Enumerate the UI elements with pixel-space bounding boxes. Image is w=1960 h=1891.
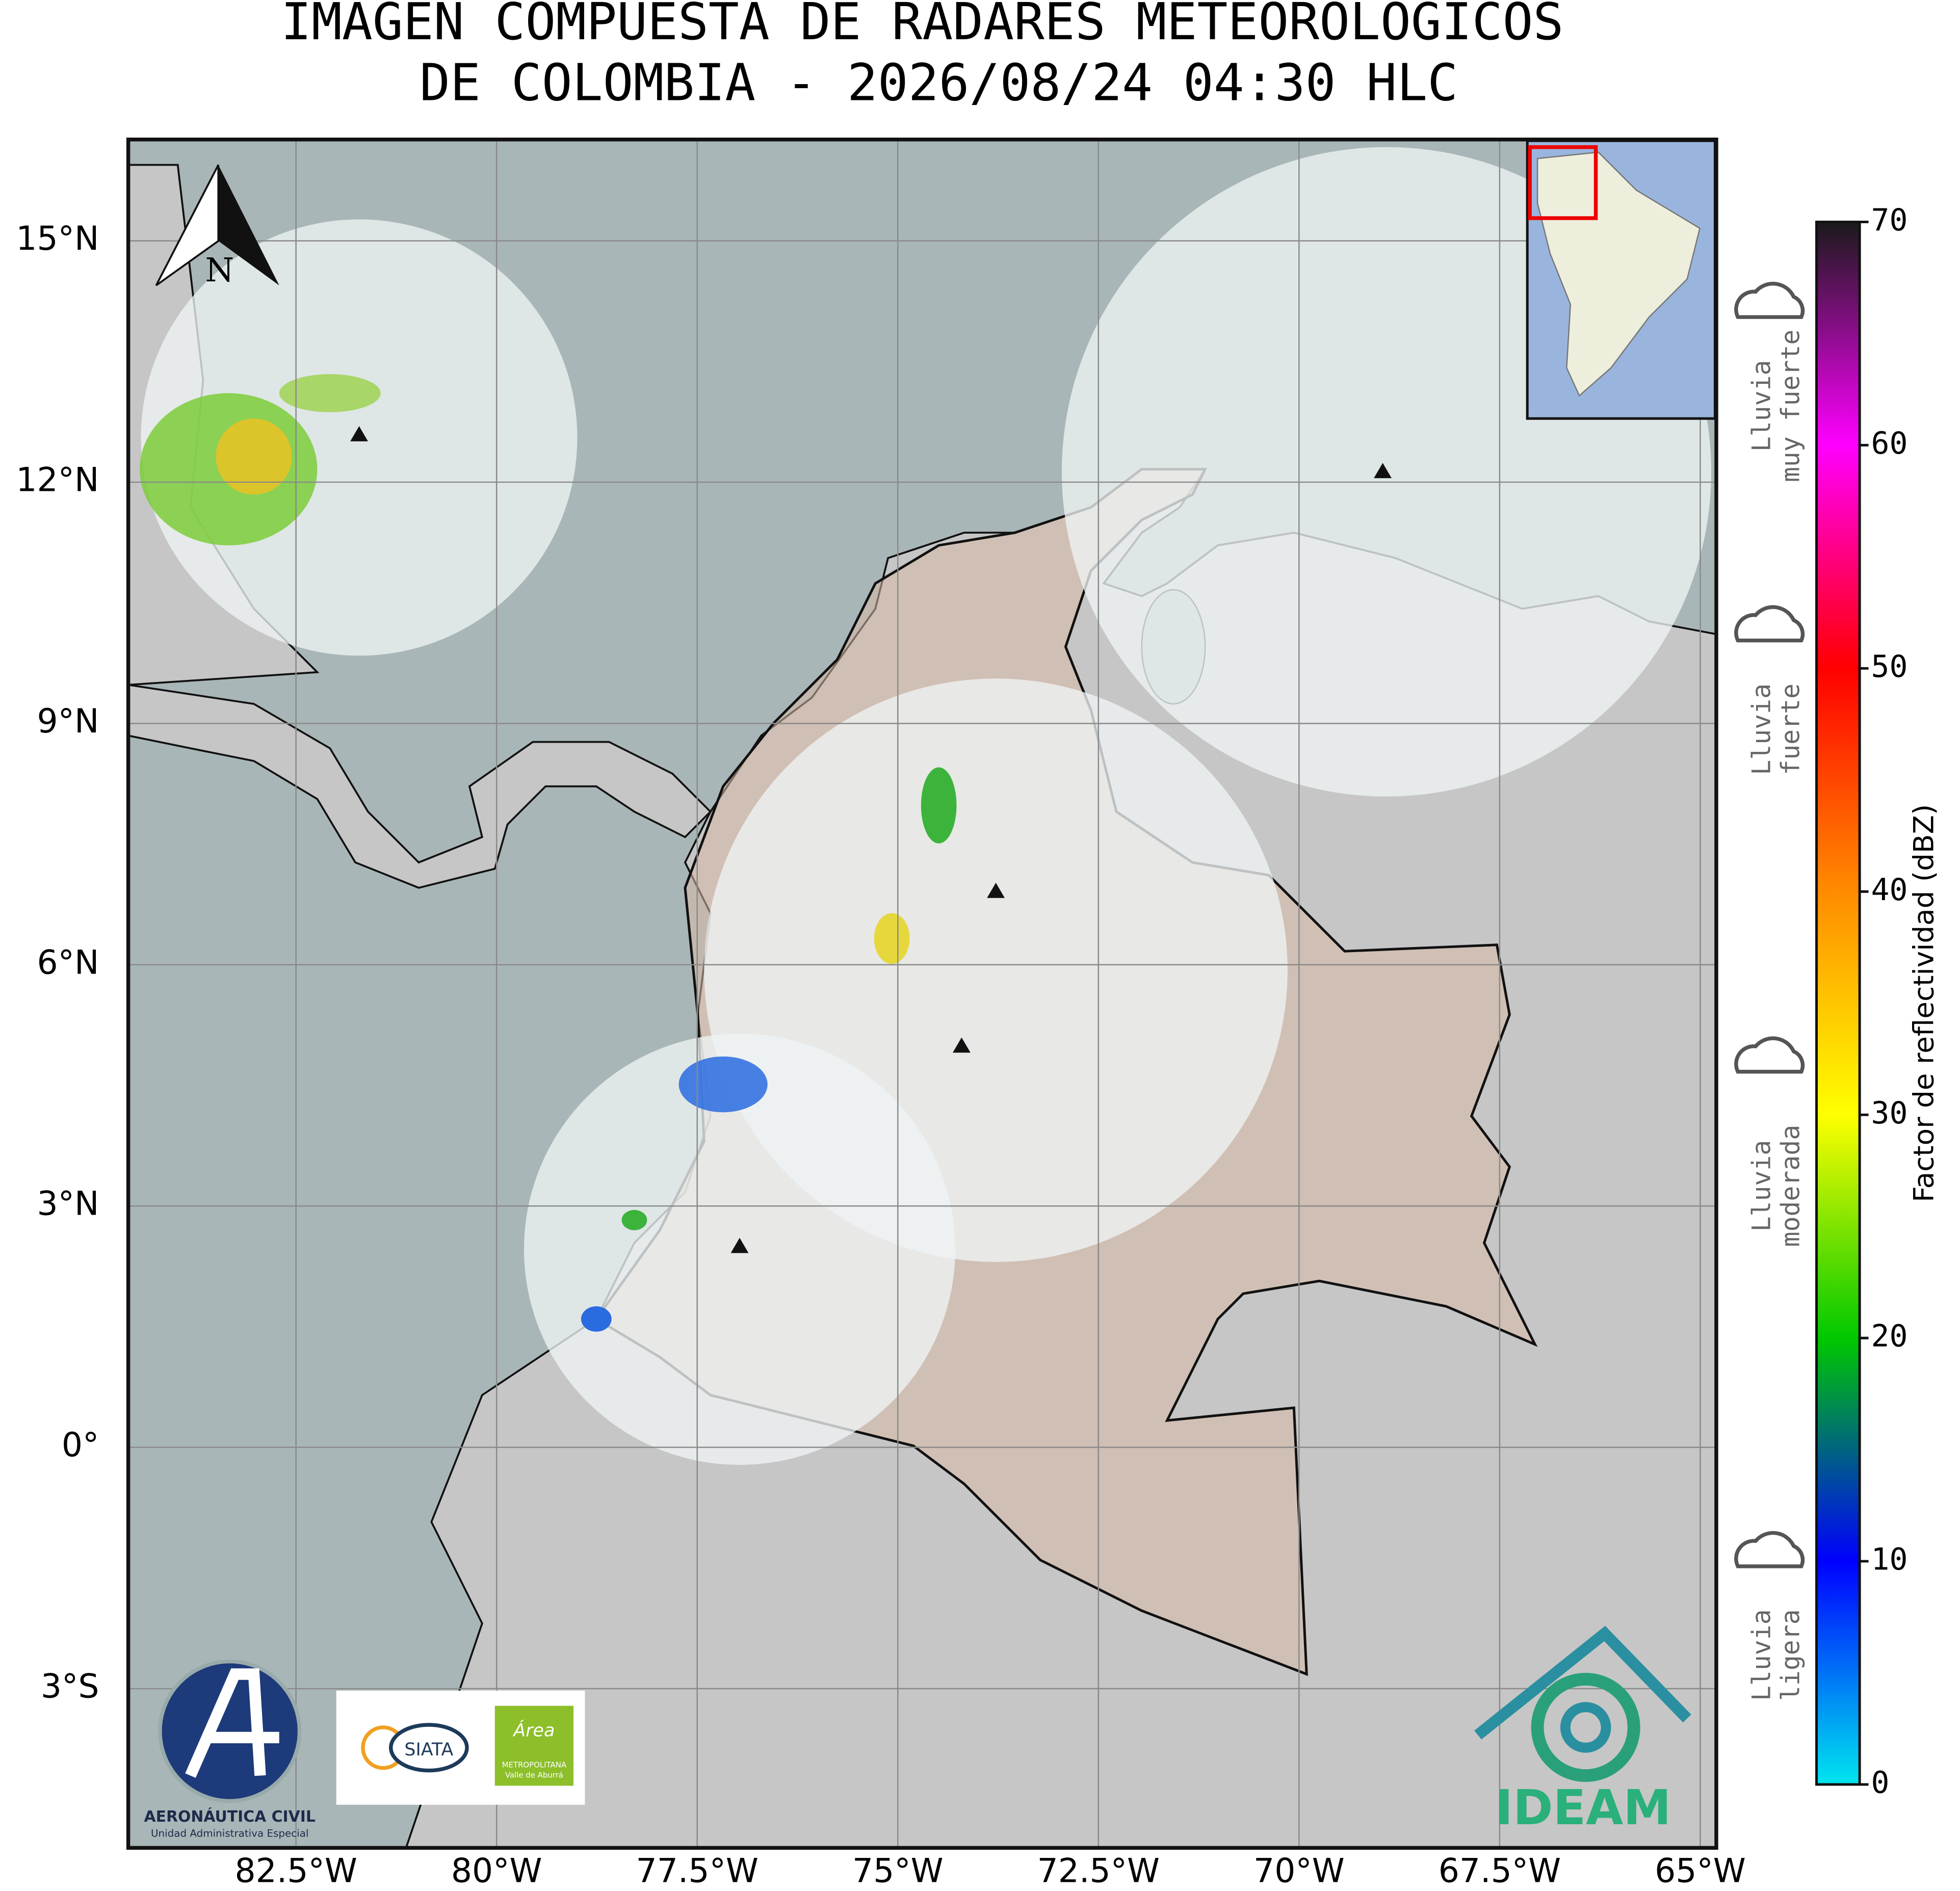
radar-sites xyxy=(350,426,1392,1253)
radar-site xyxy=(730,1238,749,1253)
echo xyxy=(216,418,292,495)
x-tick-label: 67.5°W xyxy=(1439,1852,1561,1890)
colorbar-tick-label: 70 xyxy=(1871,203,1908,238)
colorbar-tick-label: 10 xyxy=(1871,1542,1908,1578)
logo-text: METROPOLITANA xyxy=(502,1761,567,1770)
colorbar-tick-label: 50 xyxy=(1871,649,1908,685)
ideam-logo: IDEAM xyxy=(1474,1625,1691,1836)
y-tick-label: 6°N xyxy=(37,943,99,982)
logo-box xyxy=(494,1705,574,1786)
title-line: IMAGEN COMPUESTA DE RADARES METEOROLOGIC… xyxy=(281,0,1563,51)
y-tick-label: 3°N xyxy=(37,1185,99,1223)
rain-label: ligera xyxy=(1776,1609,1806,1701)
rain-label: Lluvia xyxy=(1747,1609,1776,1701)
north-label: N xyxy=(205,251,234,290)
echo xyxy=(678,1056,768,1113)
weather-icon xyxy=(1734,1531,1805,1568)
weather-icon xyxy=(1734,281,1805,319)
axes: 82.5°W 80°W 77.5°W 75°W 72.5°W 70°W 67.5°W 65°W… xyxy=(16,220,1745,1890)
rain-label: Lluvia xyxy=(1747,360,1776,452)
logo-text: AERONÁUTICA CIVIL xyxy=(144,1807,316,1826)
x-tick-label: 70°W xyxy=(1253,1852,1345,1890)
map-area: N AERONÁUTICA CIVIL Unidad Administrativ… xyxy=(128,139,1716,1848)
logo-text: Unidad Administrativa Especial xyxy=(151,1828,308,1840)
inset-map xyxy=(1526,139,1716,420)
logo-text: IDEAM xyxy=(1495,1780,1671,1836)
x-tick-label: 65°W xyxy=(1655,1852,1746,1890)
logo-text: SIATA xyxy=(404,1740,453,1760)
weather-icon xyxy=(1734,1036,1805,1074)
inset-land xyxy=(1536,151,1701,397)
echo xyxy=(621,1210,647,1230)
logo-roof xyxy=(1474,1625,1691,1740)
logo-text: Área xyxy=(512,1719,555,1741)
aerocivil-logo: AERONÁUTICA CIVIL Unidad Administrativa … xyxy=(144,1659,316,1840)
x-tick-label: 77.5°W xyxy=(636,1852,759,1890)
radar-site xyxy=(953,1037,971,1053)
y-tick-label: 9°N xyxy=(37,702,99,741)
rain-label: Lluvia xyxy=(1747,684,1776,775)
echo xyxy=(921,767,957,844)
rain-label: Lluvia xyxy=(1747,1140,1776,1232)
siata-logo: SIATA Área METROPOLITANA Valle de Aburrá xyxy=(336,1690,585,1805)
logo-text: Valle de Aburrá xyxy=(505,1771,563,1780)
weather-icon xyxy=(1734,605,1805,643)
land xyxy=(128,684,712,889)
rain-label: fuerte xyxy=(1776,684,1806,775)
y-tick-label: 12°N xyxy=(16,461,99,500)
colorbar xyxy=(1815,220,1861,1786)
logo-glyph xyxy=(185,1668,279,1778)
echo xyxy=(874,913,910,964)
x-tick-label: 82.5°W xyxy=(234,1852,357,1890)
x-tick-label: 80°W xyxy=(451,1852,542,1890)
radar-site xyxy=(987,882,1005,898)
radar-echoes xyxy=(140,374,957,1332)
y-tick-label: 3°S xyxy=(41,1668,99,1706)
logo-swirl xyxy=(1560,1702,1611,1753)
echo xyxy=(279,374,381,412)
colorbar-label: Factor de reflectividad (dBZ) xyxy=(1907,804,1940,1202)
map-frame xyxy=(126,137,1718,1850)
grid xyxy=(128,139,1716,1848)
echo xyxy=(581,1306,612,1332)
colorbar-tick-label: 30 xyxy=(1871,1096,1908,1131)
colorbar-tick-label: 0 xyxy=(1871,1766,1890,1801)
rain-label: moderada xyxy=(1776,1125,1806,1247)
title-line: DE COLOMBIA - 2026/08/24 04:30 HLC xyxy=(420,54,1458,113)
radar-site xyxy=(350,426,368,441)
colorbar-tick-label: 20 xyxy=(1871,1319,1908,1354)
x-tick-label: 72.5°W xyxy=(1037,1852,1160,1890)
colorbar-tick-label: 60 xyxy=(1871,426,1908,461)
x-tick-label: 75°W xyxy=(852,1852,944,1890)
colorbar-tick-label: 40 xyxy=(1871,873,1908,908)
rain-label: muy fuerte xyxy=(1776,329,1806,482)
colorbar-axis: 0 10 20 30 40 50 60 70 Factor de reflectividad (… xyxy=(1860,203,1940,1801)
logo-swirl xyxy=(1531,1673,1640,1782)
y-tick-label: 15°N xyxy=(16,220,99,258)
logo-cloud xyxy=(388,1723,469,1773)
inset-extent xyxy=(1528,145,1598,220)
radar-site xyxy=(1374,463,1392,479)
y-tick-label: 0° xyxy=(62,1426,99,1464)
